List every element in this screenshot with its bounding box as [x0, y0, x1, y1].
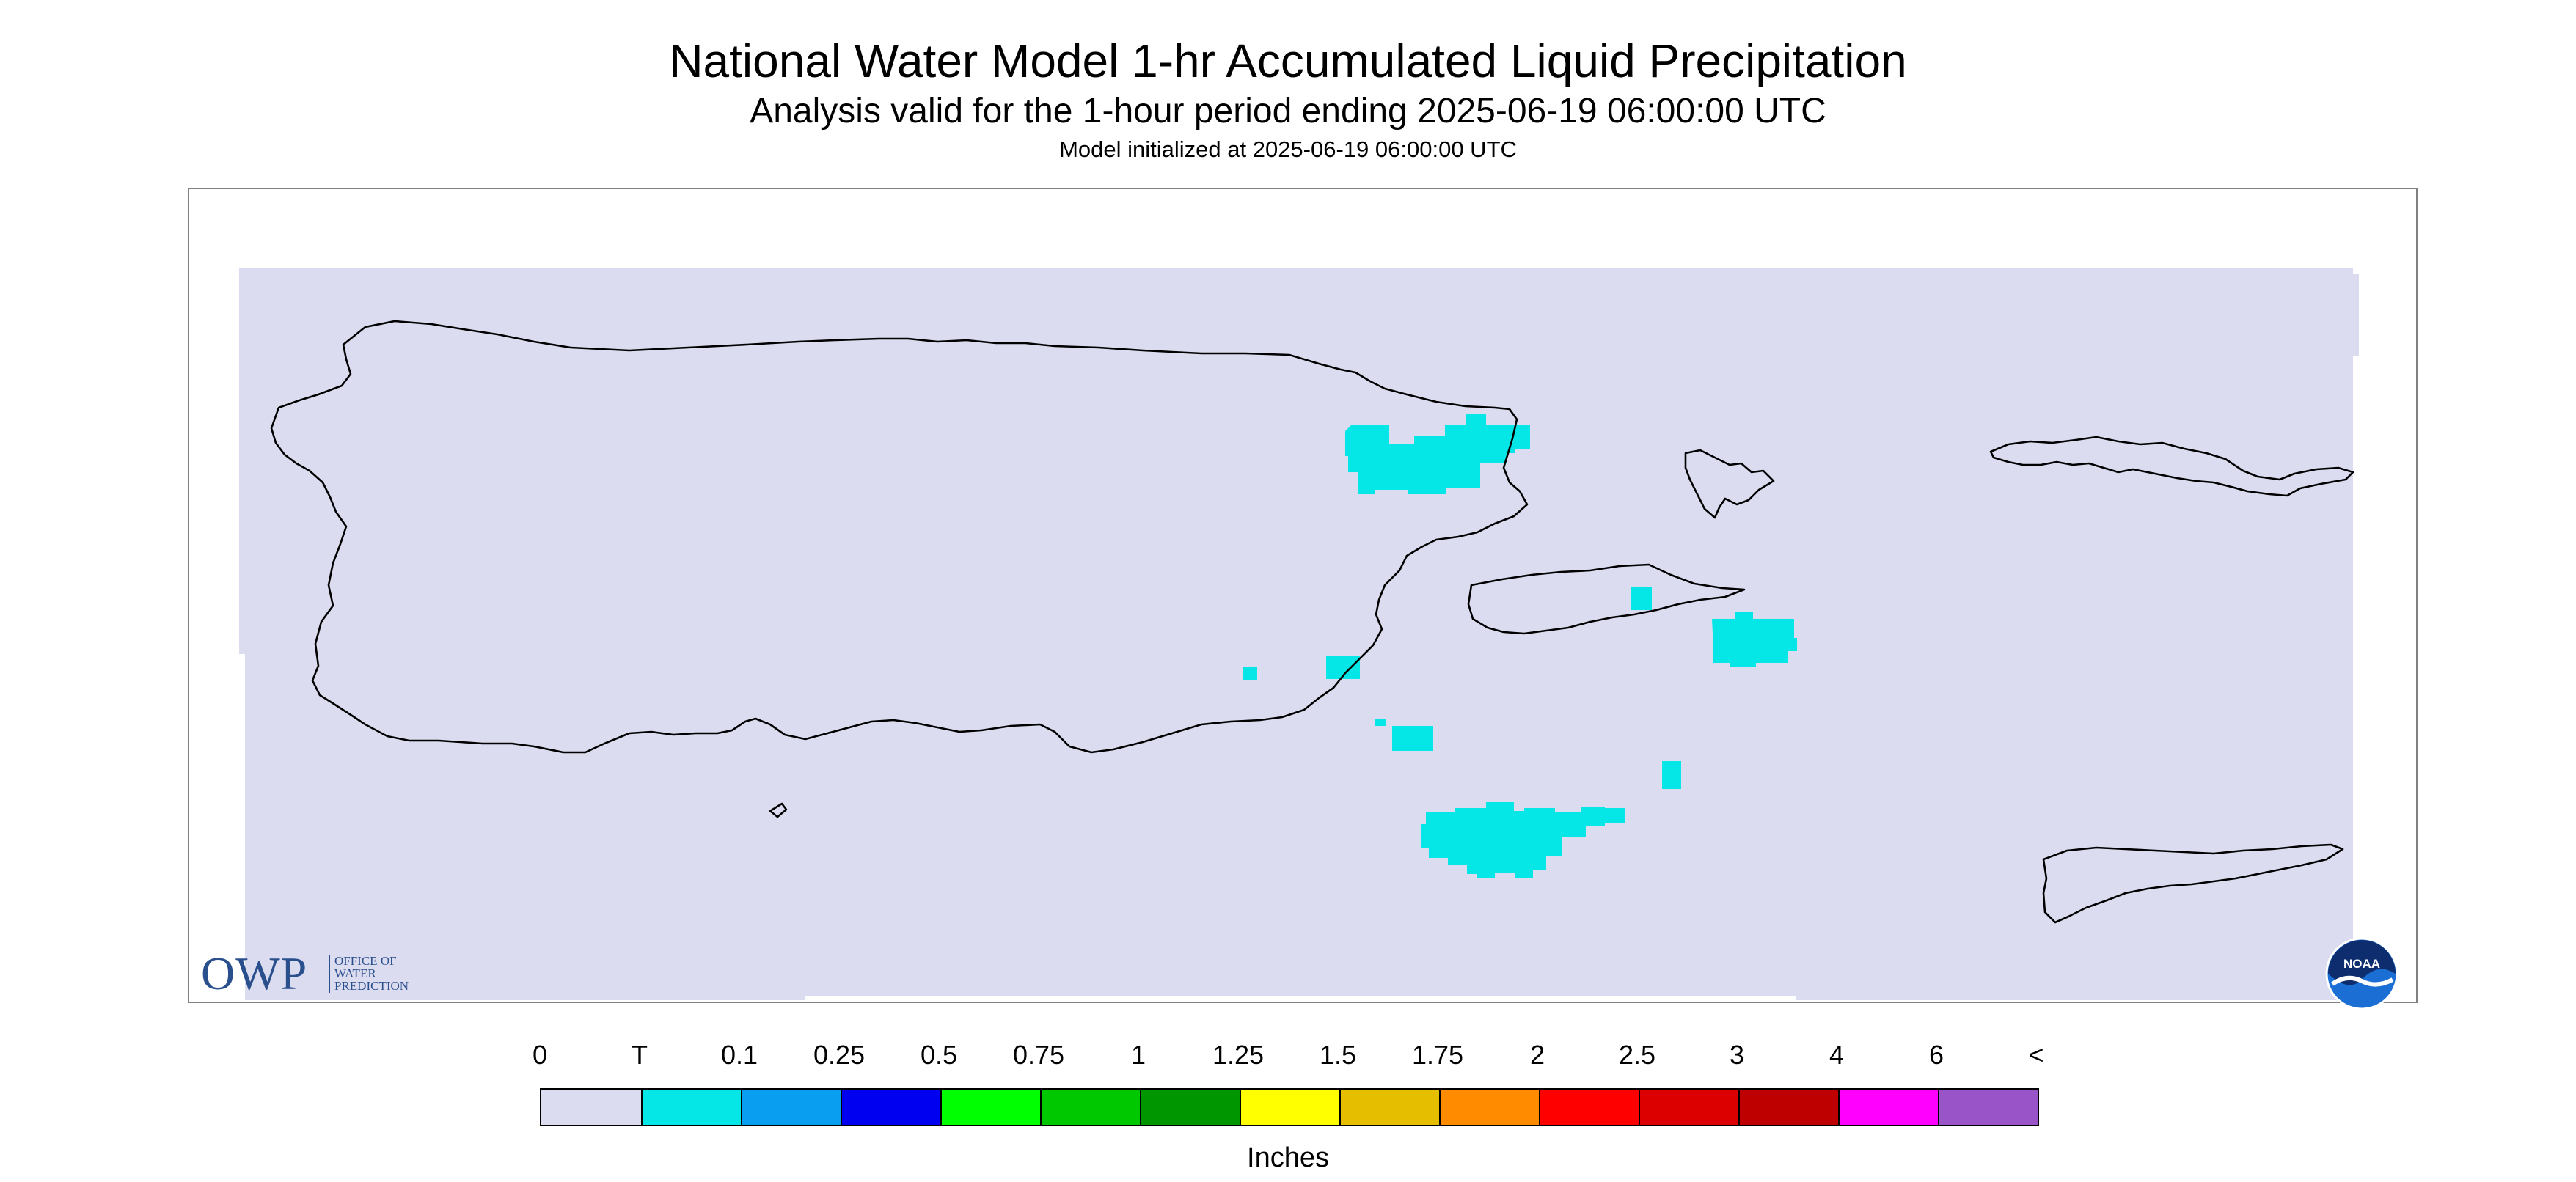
- legend-tick-label: 2: [1529, 1040, 1545, 1070]
- legend-units: Inches: [1247, 1142, 1329, 1173]
- precipitation-map: [239, 268, 2359, 1000]
- coast-puerto-rico: [270, 320, 1529, 754]
- legend-swatch: [1639, 1090, 1738, 1125]
- coast-st-thomas-st-john: [1989, 436, 2354, 497]
- precip-cell-central-east: [1375, 719, 1386, 726]
- owp-logo-line2: WATER: [334, 966, 376, 980]
- legend-tick-label: 0.75: [1012, 1040, 1065, 1070]
- noaa-logo-icon: NOAA: [2325, 937, 2398, 1010]
- coast-caja-de-muertos: [769, 802, 788, 818]
- legend-swatch: [1240, 1090, 1339, 1125]
- legend-tick-label: 2.5: [1618, 1040, 1656, 1070]
- precip-cell-south-spot: [1603, 808, 1625, 823]
- precip-cell-south-large: [1421, 802, 1605, 878]
- legend-tick-label: 1: [1130, 1040, 1146, 1070]
- legend-tick-label: 1.5: [1319, 1040, 1357, 1070]
- noaa-logo-text: NOAA: [2343, 957, 2380, 971]
- owp-logo-letters: OWP: [201, 947, 308, 999]
- legend-swatch: [1140, 1090, 1240, 1125]
- coast-st-croix: [2042, 843, 2344, 924]
- coast-culebra: [1684, 449, 1775, 519]
- model-domain: [239, 268, 2359, 1000]
- coastlines: [270, 320, 2354, 924]
- legend-tick-label: 4: [1829, 1040, 1845, 1070]
- precip-cell-south-coast: [1392, 726, 1433, 751]
- legend-swatch: [641, 1090, 741, 1125]
- legend-tick-label: 3: [1729, 1040, 1745, 1070]
- coast-vieques: [1467, 563, 1746, 635]
- precip-cell-small: [1243, 667, 1257, 680]
- legend-tick-label: 1.75: [1411, 1040, 1464, 1070]
- legend-swatch: [1040, 1090, 1140, 1125]
- owp-logo-line1: OFFICE OF: [334, 954, 397, 968]
- owp-logo-divider: [329, 955, 330, 993]
- precip-cells: [1243, 414, 1797, 878]
- owp-logo-line3: PREDICTION: [334, 979, 409, 993]
- legend-tick-label: 0.25: [813, 1040, 866, 1070]
- legend-swatch: [541, 1090, 641, 1125]
- page-subtitle: Analysis valid for the 1-hour period end…: [750, 92, 1826, 131]
- precip-cell-northeast-pr: [1345, 414, 1530, 494]
- model-init-line: Model initialized at 2025-06-19 06:00:00…: [1059, 136, 1517, 162]
- legend-swatch: [940, 1090, 1040, 1125]
- legend-tick-label: <: [2028, 1040, 2044, 1070]
- legend-tick-label: 0.5: [920, 1040, 958, 1070]
- precip-cell-vieques-south: [1662, 761, 1681, 789]
- legend-swatch: [841, 1090, 940, 1125]
- legend-tick-label: T: [632, 1040, 648, 1070]
- legend-swatch: [1539, 1090, 1639, 1125]
- legend-tick-label: 6: [1928, 1040, 1944, 1070]
- precip-cell-east-of-vieques: [1712, 612, 1797, 667]
- legend-swatch: [1738, 1090, 1838, 1125]
- map-frame: OWP OFFICE OF WATER PREDICTION NOAA: [188, 188, 2418, 1010]
- precip-cell-vieques: [1631, 587, 1652, 610]
- owp-logo-subtext: OFFICE OF WATER PREDICTION: [334, 955, 409, 992]
- legend-swatch: [1938, 1090, 2038, 1125]
- page-title: National Water Model 1-hr Accumulated Li…: [669, 34, 1907, 87]
- legend-swatch: [1339, 1090, 1439, 1125]
- legend-tick-label: 0.1: [720, 1040, 758, 1070]
- legend-color-bar: [540, 1088, 2039, 1126]
- legend-tick-label: 1.25: [1212, 1040, 1265, 1070]
- owp-logo: OWP OFFICE OF WATER PREDICTION: [201, 947, 450, 999]
- legend-swatch: [1439, 1090, 1539, 1125]
- noaa-logo: NOAA: [2325, 937, 2398, 1010]
- legend-swatch: [741, 1090, 841, 1125]
- legend-tick-label: 0: [532, 1040, 548, 1070]
- legend-swatch: [1838, 1090, 1938, 1125]
